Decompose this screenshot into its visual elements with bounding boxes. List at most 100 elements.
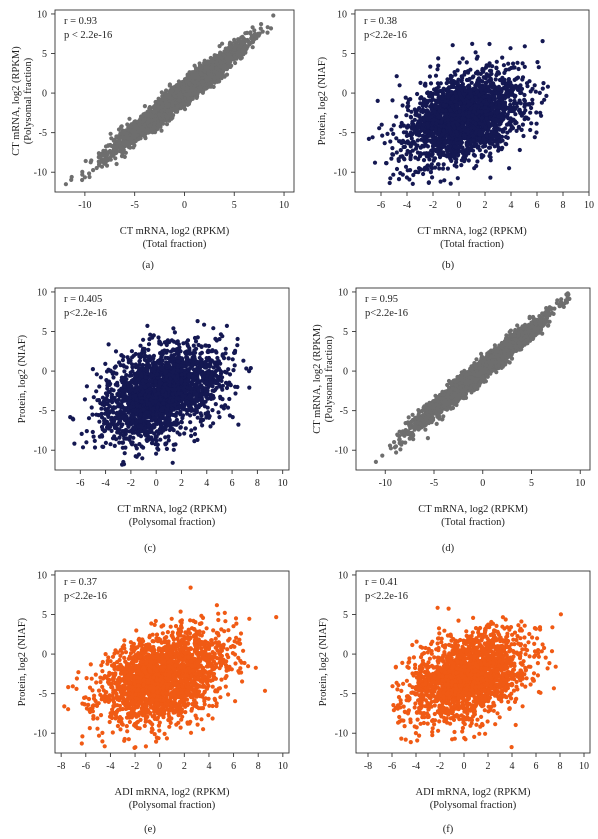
- data-point: [540, 86, 545, 91]
- data-point: [500, 55, 505, 60]
- data-point: [233, 60, 238, 66]
- data-point: [146, 113, 151, 118]
- data-point: [412, 117, 417, 122]
- data-point: [105, 150, 111, 155]
- data-point: [119, 124, 124, 129]
- data-point: [117, 140, 122, 145]
- data-point: [539, 100, 545, 105]
- y-axis-sublabel: (Polysomal fraction): [23, 57, 34, 144]
- data-point: [457, 60, 462, 65]
- data-point: [389, 127, 394, 132]
- data-point: [542, 97, 547, 102]
- data-point: [202, 58, 207, 63]
- data-point: [499, 147, 504, 152]
- data-point: [469, 80, 474, 85]
- data-point: [433, 165, 438, 170]
- data-point: [483, 149, 488, 154]
- data-point: [501, 63, 506, 68]
- data-point: [211, 59, 216, 64]
- data-point: [156, 124, 161, 129]
- data-point: [496, 148, 501, 153]
- data-point: [80, 172, 85, 177]
- data-point: [229, 56, 234, 61]
- data-point: [142, 134, 148, 139]
- data-point: [528, 127, 533, 133]
- data-point: [453, 149, 458, 154]
- data-point: [474, 56, 479, 61]
- data-point: [520, 122, 526, 127]
- data-point: [265, 25, 270, 30]
- data-point: [87, 174, 92, 180]
- data-point: [164, 114, 169, 119]
- data-point: [102, 152, 107, 157]
- y-tick-label: -10: [34, 168, 47, 179]
- data-point: [435, 98, 440, 103]
- data-point: [470, 41, 475, 47]
- data-point: [259, 22, 264, 27]
- data-point: [436, 56, 441, 61]
- data-point: [163, 100, 168, 105]
- data-point: [114, 161, 119, 167]
- data-point: [152, 121, 157, 126]
- data-point: [111, 138, 116, 143]
- y-tick-label: 0: [42, 89, 47, 100]
- data-point: [530, 97, 535, 102]
- data-point: [120, 135, 125, 140]
- data-point: [429, 98, 434, 103]
- data-point: [467, 76, 472, 82]
- data-point: [490, 141, 495, 146]
- data-point: [506, 94, 511, 99]
- data-point: [108, 131, 113, 136]
- data-point: [488, 158, 493, 163]
- data-point: [522, 97, 527, 102]
- data-point: [118, 131, 123, 136]
- data-point: [455, 176, 460, 181]
- data-point: [503, 126, 508, 131]
- data-point: [420, 109, 425, 115]
- data-point: [515, 60, 520, 65]
- data-point: [428, 64, 433, 69]
- data-point: [429, 153, 434, 158]
- data-point: [126, 141, 131, 146]
- data-point: [537, 90, 542, 95]
- data-point: [127, 116, 132, 121]
- data-point: [382, 141, 387, 146]
- data-point: [192, 87, 197, 92]
- data-point: [217, 44, 222, 49]
- data-point: [428, 170, 433, 175]
- data-point: [185, 93, 190, 98]
- data-point: [466, 83, 471, 88]
- data-point: [136, 126, 141, 131]
- plot-frame: [54, 9, 295, 193]
- data-point: [116, 127, 122, 132]
- data-point: [111, 147, 116, 152]
- data-point: [390, 146, 395, 151]
- data-point: [208, 65, 213, 71]
- data-point: [137, 122, 142, 127]
- data-point: [389, 156, 394, 161]
- data-point: [522, 92, 527, 98]
- data-point: [476, 144, 481, 149]
- data-point: [488, 175, 493, 180]
- data-point: [271, 13, 276, 18]
- data-point: [228, 46, 233, 51]
- data-point: [147, 106, 152, 111]
- data-point: [478, 71, 483, 76]
- data-point: [250, 25, 255, 30]
- data-point: [475, 159, 480, 164]
- data-point: [508, 98, 513, 103]
- data-point: [413, 155, 418, 160]
- data-point: [514, 128, 519, 133]
- data-point: [224, 72, 230, 77]
- data-point: [182, 86, 187, 91]
- data-point: [534, 130, 539, 135]
- data-point: [260, 29, 265, 34]
- data-point: [257, 31, 262, 36]
- data-point: [415, 91, 420, 97]
- data-point: [198, 71, 203, 76]
- data-point: [527, 102, 532, 107]
- data-point: [189, 91, 194, 97]
- data-point: [128, 128, 133, 133]
- data-point: [159, 90, 164, 95]
